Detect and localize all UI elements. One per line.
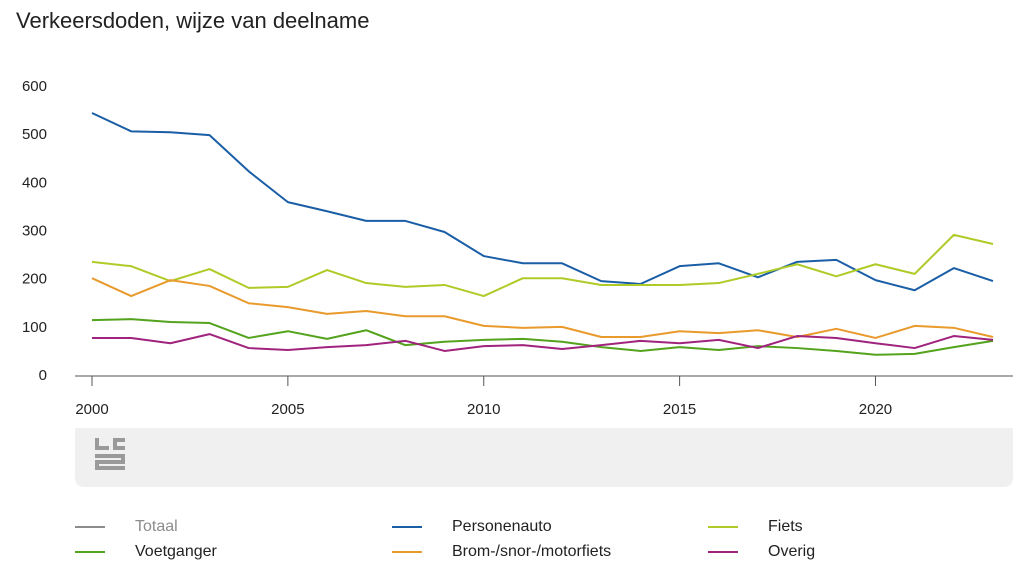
x-tick-label: 2005 xyxy=(271,401,304,418)
y-tick-label: 0 xyxy=(39,367,47,384)
legend-item: Personenauto xyxy=(392,518,552,535)
x-tick-label: 2000 xyxy=(75,401,108,418)
x-tick-label: 2010 xyxy=(467,401,500,418)
series-line xyxy=(91,318,994,356)
legend-item: Voetganger xyxy=(75,543,218,560)
y-tick-label: 600 xyxy=(22,78,47,95)
legend-label: Brom-/snor-/motorfiets xyxy=(452,543,611,560)
legend-item: Brom-/snor-/motorfiets xyxy=(392,543,611,560)
legend-item: Overig xyxy=(708,543,815,560)
series-line xyxy=(91,112,994,292)
series-line xyxy=(92,333,994,352)
legend-label: Personenauto xyxy=(452,518,552,535)
legend-item: Totaal xyxy=(75,518,178,535)
legend-label: Voetganger xyxy=(135,543,218,560)
legend-label: Overig xyxy=(768,543,815,560)
y-tick-label: 300 xyxy=(22,222,47,239)
x-tick-label: 2015 xyxy=(663,401,696,418)
x-tick-label: 2020 xyxy=(859,401,892,418)
y-tick-label: 500 xyxy=(22,126,47,143)
cbs-logo xyxy=(95,438,125,470)
y-tick-label: 100 xyxy=(22,319,47,336)
chart-title: Verkeersdoden, wijze van deelname xyxy=(16,8,369,33)
series-line xyxy=(91,233,994,298)
y-tick-label: 400 xyxy=(22,174,47,191)
y-tick-label: 200 xyxy=(22,271,47,288)
footer-panel xyxy=(75,428,1013,487)
legend-item: Fiets xyxy=(708,518,803,535)
legend-label: Totaal xyxy=(135,518,178,535)
series-line xyxy=(91,277,994,339)
legend-label: Fiets xyxy=(768,518,803,535)
